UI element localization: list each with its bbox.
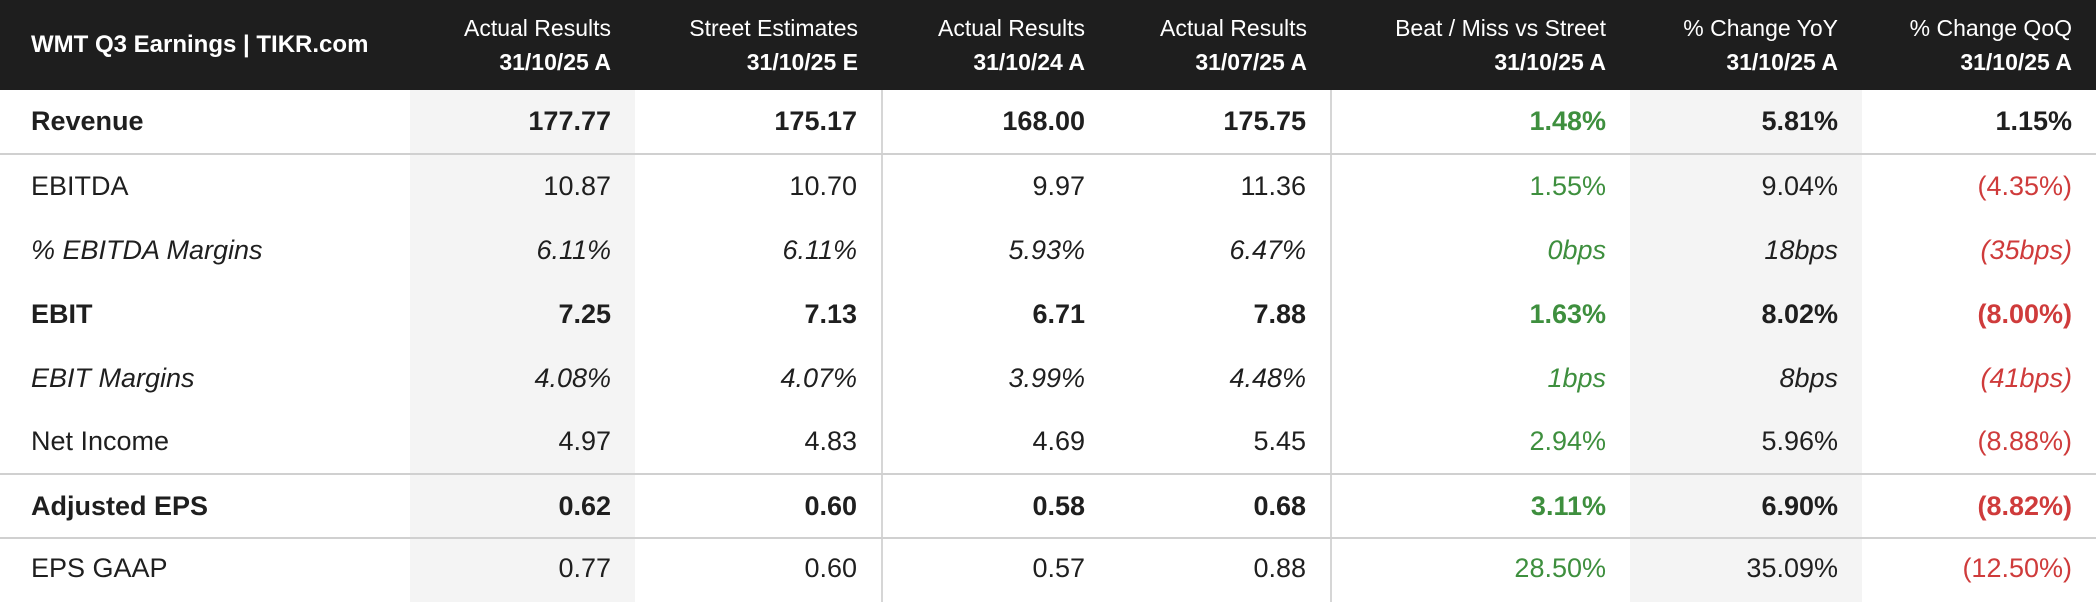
table-row-ebitda-margins: % EBITDA Margins 6.11% 6.11% 5.93% 6.47%…: [0, 218, 2096, 282]
row-label: EPS GAAP: [31, 553, 168, 583]
column-header-date: 31/10/25 A: [499, 49, 611, 75]
cell-change-qoq: (35bps): [1980, 234, 2072, 265]
cell-change-qoq: (8.82%): [1862, 474, 2096, 539]
cell-actual-q2-25: 0.88: [1109, 538, 1332, 602]
column-header-label: % Change YoY: [1683, 15, 1838, 41]
cell-change-yoy: 35.09%: [1630, 538, 1862, 602]
column-header-change-yoy: % Change YoY 31/10/25 A: [1630, 0, 1862, 90]
cell-change-qoq: (4.35%): [1977, 171, 2072, 201]
column-header-label: Actual Results: [463, 15, 611, 41]
cell-actual-q3-24: 6.71: [1032, 298, 1085, 329]
cell-actual-q3-25: 177.77: [410, 90, 635, 155]
cell-beat-miss: 1.55%: [1529, 171, 1606, 201]
column-header-beat-miss: Beat / Miss vs Street 31/10/25 A: [1331, 0, 1630, 90]
column-header-date: 31/10/25 A: [1726, 49, 1838, 75]
row-label: EBIT: [31, 298, 93, 329]
cell-actual-q3-24: 5.93%: [1008, 234, 1085, 265]
column-header-street-estimates: Street Estimates 31/10/25 E: [635, 0, 882, 90]
table-row-revenue: Revenue 177.77 175.17 168.00 175.75 1.48…: [0, 90, 2096, 155]
column-header-date: 31/10/25 A: [1494, 49, 1606, 75]
cell-street-estimate: 10.70: [635, 154, 883, 218]
cell-actual-q3-25: 0.77: [410, 538, 635, 602]
cell-beat-miss: 28.50%: [1514, 553, 1606, 583]
column-header-date: 31/10/25 E: [746, 49, 858, 75]
cell-street-estimate: 0.60: [635, 474, 883, 539]
column-header-date: 31/10/24 A: [973, 49, 1085, 75]
cell-change-qoq: 1.15%: [1862, 90, 2096, 155]
row-label: EBIT Margins: [31, 362, 195, 393]
cell-street-estimate: 0.60: [635, 538, 883, 602]
row-label: EBITDA: [31, 171, 129, 201]
cell-street-estimate: 6.11%: [635, 218, 883, 282]
cell-change-yoy: 8bps: [1630, 346, 1862, 410]
row-label: % EBITDA Margins: [31, 234, 263, 265]
cell-actual-q3-25: 10.87: [410, 154, 635, 218]
cell-change-yoy: 8.02%: [1630, 282, 1862, 346]
cell-change-yoy: 6.90%: [1630, 474, 1862, 539]
cell-beat-miss: 1.63%: [1529, 298, 1606, 329]
cell-beat-miss: 0bps: [1547, 234, 1606, 265]
cell-street-estimate: 175.17: [635, 90, 883, 155]
row-label: Adjusted EPS: [0, 474, 410, 539]
cell-actual-q3-25: 4.97: [410, 410, 635, 475]
row-label: Revenue: [0, 90, 410, 155]
cell-actual-q2-25: 175.75: [1109, 90, 1332, 155]
cell-change-yoy: 9.04%: [1630, 154, 1862, 218]
column-header-actual-q2-25: Actual Results 31/07/25 A: [1109, 0, 1331, 90]
column-header-actual-q3-24: Actual Results 31/10/24 A: [882, 0, 1109, 90]
cell-beat-miss: 2.94%: [1331, 410, 1630, 475]
cell-actual-q3-25: 0.62: [410, 474, 635, 539]
cell-actual-q3-25: 4.08%: [410, 346, 635, 410]
cell-change-yoy: 5.81%: [1630, 90, 1862, 155]
column-header-label: Street Estimates: [689, 15, 858, 41]
column-header-label: Actual Results: [1159, 15, 1307, 41]
cell-actual-q2-25: 6.47%: [1109, 218, 1332, 282]
cell-change-qoq: (41bps): [1980, 362, 2072, 393]
cell-change-yoy: 18bps: [1630, 218, 1862, 282]
table-row-eps-gaap: EPS GAAP 0.77 0.60 0.57 0.88 28.50% 35.0…: [0, 538, 2096, 602]
table-row-adjusted-eps: Adjusted EPS 0.62 0.60 0.58 0.68 3.11% 6…: [0, 474, 2096, 539]
column-header-actual-q3-25: Actual Results 31/10/25 A: [410, 0, 635, 90]
cell-change-qoq: (8.88%): [1862, 410, 2096, 475]
cell-actual-q3-24: 9.97: [1032, 171, 1085, 201]
column-header-date: 31/10/25 A: [1960, 49, 2072, 75]
column-header-change-qoq: % Change QoQ 31/10/25 A: [1862, 0, 2096, 90]
column-header-date: 31/07/25 A: [1195, 49, 1307, 75]
cell-change-qoq: (8.00%): [1977, 298, 2072, 329]
column-header-label: Beat / Miss vs Street: [1395, 15, 1606, 41]
cell-street-estimate: 4.07%: [635, 346, 883, 410]
cell-actual-q3-24: 4.69: [882, 410, 1109, 475]
cell-beat-miss: 3.11%: [1331, 474, 1630, 539]
cell-actual-q2-25: 7.88: [1109, 282, 1332, 346]
table-row-ebit-margins: EBIT Margins 4.08% 4.07% 3.99% 4.48% 1bp…: [0, 346, 2096, 410]
cell-street-estimate: 4.83: [635, 410, 883, 475]
column-header-label: Actual Results: [937, 15, 1085, 41]
cell-street-estimate: 7.13: [635, 282, 883, 346]
cell-actual-q3-24: 3.99%: [1008, 362, 1085, 393]
table-row-net-income: Net Income 4.97 4.83 4.69 5.45 2.94% 5.9…: [0, 410, 2096, 475]
cell-actual-q3-24: 0.58: [882, 474, 1109, 539]
cell-actual-q2-25: 4.48%: [1109, 346, 1332, 410]
cell-change-yoy: 5.96%: [1630, 410, 1862, 475]
cell-actual-q2-25: 0.68: [1109, 474, 1332, 539]
table-row-ebit: EBIT 7.25 7.13 6.71 7.88 1.63% 8.02% (8.…: [0, 282, 2096, 346]
cell-actual-q3-25: 6.11%: [410, 218, 635, 282]
cell-beat-miss: 1.48%: [1331, 90, 1630, 155]
cell-actual-q3-24: 0.57: [1032, 553, 1085, 583]
column-header-label: % Change QoQ: [1909, 15, 2072, 41]
cell-actual-q2-25: 5.45: [1109, 410, 1332, 475]
row-label: Net Income: [0, 410, 410, 475]
table-title: WMT Q3 Earnings | TIKR.com: [31, 31, 369, 58]
cell-actual-q3-25: 7.25: [410, 282, 635, 346]
cell-actual-q2-25: 11.36: [1109, 154, 1332, 218]
header-row: WMT Q3 Earnings | TIKR.com Actual Result…: [0, 0, 2096, 90]
cell-change-qoq: (12.50%): [1962, 553, 2072, 583]
cell-actual-q3-24: 168.00: [882, 90, 1109, 155]
cell-beat-miss: 1bps: [1547, 362, 1606, 393]
table-row-ebitda: EBITDA 10.87 10.70 9.97 11.36 1.55% 9.04…: [0, 154, 2096, 218]
